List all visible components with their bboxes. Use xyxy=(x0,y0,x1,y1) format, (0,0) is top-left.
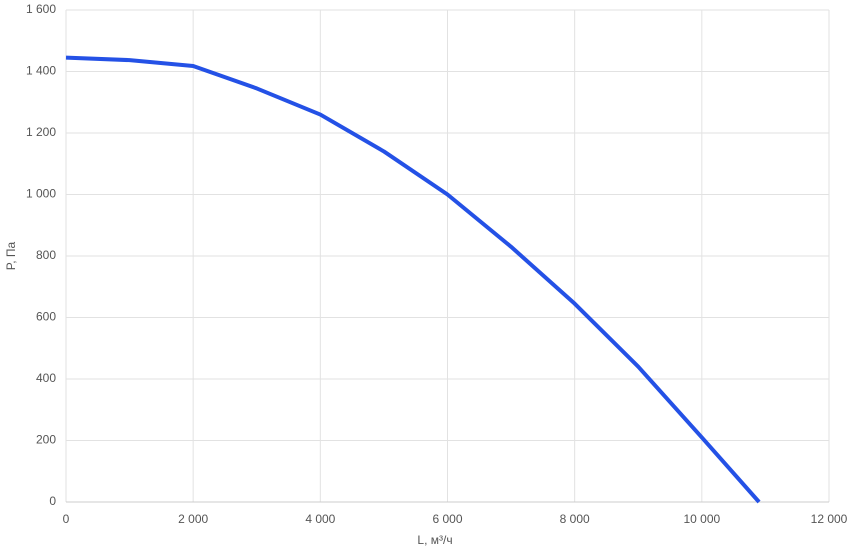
x-tick-label: 8 000 xyxy=(560,512,590,526)
x-axis-label: L, м³/ч xyxy=(417,533,452,547)
x-tick-label: 0 xyxy=(63,512,70,526)
y-tick-label: 1 400 xyxy=(26,64,56,78)
x-tick-label: 2 000 xyxy=(178,512,208,526)
y-tick-label: 1 600 xyxy=(26,2,56,16)
y-tick-label: 200 xyxy=(36,433,56,447)
line-series xyxy=(65,55,761,504)
y-tick-label: 1 000 xyxy=(26,187,56,201)
x-tick-label: 4 000 xyxy=(305,512,335,526)
y-axis-label: P, Па xyxy=(4,241,18,270)
x-tick-label: 10 000 xyxy=(683,512,720,526)
y-tick-label: 600 xyxy=(36,310,56,324)
x-tick-label: 12 000 xyxy=(811,512,848,526)
x-tick-label: 6 000 xyxy=(432,512,462,526)
y-tick-label: 0 xyxy=(49,494,56,508)
y-tick-label: 400 xyxy=(36,371,56,385)
y-tick-label: 800 xyxy=(36,248,56,262)
y-tick-label: 1 200 xyxy=(26,125,56,139)
